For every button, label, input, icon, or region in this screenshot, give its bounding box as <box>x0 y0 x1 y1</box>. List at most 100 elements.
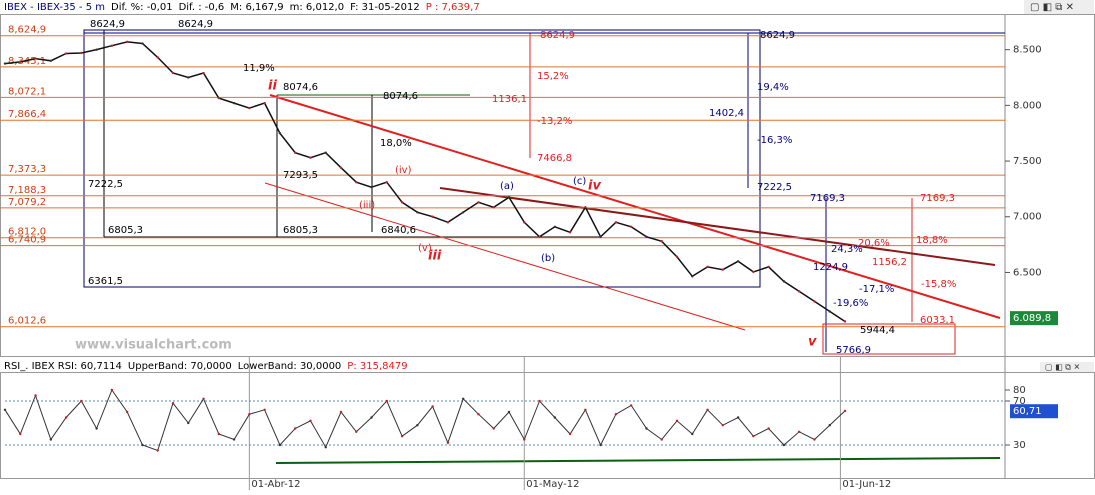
x-tick-label: 01-May-12 <box>526 479 579 490</box>
annotation: 7222,5 <box>757 182 792 193</box>
header-item: F: 31-05-2012 <box>350 2 420 13</box>
level-label: 7,188,3 <box>8 185 46 196</box>
point <box>385 399 389 403</box>
point <box>629 225 633 228</box>
annotation: 8074,6 <box>283 82 318 93</box>
point <box>324 446 327 449</box>
point <box>156 56 159 59</box>
point <box>797 290 801 293</box>
point <box>568 231 572 234</box>
point <box>599 443 602 447</box>
point <box>736 260 740 263</box>
point <box>370 416 373 419</box>
y-tick-label: 80 <box>1013 385 1026 396</box>
point <box>202 71 205 75</box>
point <box>645 235 648 239</box>
y-tick-label: 8.000 <box>1013 100 1042 111</box>
x-tick-label: 01-Jun-12 <box>842 479 891 490</box>
point <box>599 235 602 239</box>
point <box>523 221 526 224</box>
annotation: 6361,5 <box>88 276 123 287</box>
y-tick-label: 7.500 <box>1013 156 1042 167</box>
annotation: 8624,9 <box>760 30 795 41</box>
point <box>523 438 526 441</box>
point <box>125 410 129 414</box>
point <box>263 408 266 411</box>
annotation: 1156,2 <box>872 257 907 268</box>
point <box>706 265 709 269</box>
point <box>110 44 114 47</box>
annotation: (iv) <box>395 165 412 176</box>
box <box>83 29 761 288</box>
point <box>171 71 175 75</box>
point <box>339 410 343 414</box>
level-label: 6,812,0 <box>8 227 46 238</box>
point <box>125 40 129 44</box>
point <box>721 424 725 427</box>
annotation: 1136,1 <box>492 94 527 105</box>
window-buttons[interactable] <box>1024 0 1094 14</box>
annotation: 11,9% <box>243 63 275 74</box>
point <box>614 413 618 416</box>
point <box>95 427 98 430</box>
point <box>813 438 816 441</box>
window-buttons-icons[interactable]: ▢ ◧ ⧉ ✕ <box>1045 363 1080 372</box>
point <box>492 206 495 209</box>
point <box>3 408 7 411</box>
annotation: 8624,9 <box>540 30 575 41</box>
point <box>34 57 37 60</box>
last-value-box <box>1010 311 1058 326</box>
point <box>278 131 282 135</box>
y-tick-label: 6.500 <box>1013 267 1042 278</box>
point <box>675 255 679 259</box>
annotation: 7222,5 <box>88 179 123 190</box>
annotation: -13,2% <box>537 116 572 127</box>
point <box>691 275 694 278</box>
header-item: IBEX - IBEX-35 - 5 m <box>4 2 105 13</box>
point <box>767 265 770 269</box>
volume-line <box>275 457 1001 464</box>
point <box>843 320 847 323</box>
point <box>782 280 786 283</box>
header-item: UpperBand: 70,0000 <box>128 361 232 372</box>
header: RSI_. IBEX RSI: 60,7114 UpperBand: 70,000… <box>4 361 408 372</box>
point <box>645 427 648 430</box>
point <box>507 410 511 414</box>
point <box>446 441 450 444</box>
annotation: 19,4% <box>757 82 789 93</box>
point <box>767 427 770 430</box>
annotation: 7169,3 <box>920 193 955 204</box>
point <box>553 225 557 228</box>
point <box>19 432 22 436</box>
annotation: 1224,9 <box>813 262 848 273</box>
annotation: 24,3% <box>831 244 863 255</box>
point <box>49 438 53 441</box>
point <box>614 221 618 224</box>
point <box>324 151 327 154</box>
y-tick-label: 8.500 <box>1013 45 1042 56</box>
annotation: v <box>808 335 817 350</box>
point <box>400 435 404 438</box>
price-line <box>4 41 846 323</box>
level-label: 6,012,6 <box>8 316 46 327</box>
point <box>110 388 114 392</box>
point <box>49 59 53 62</box>
annotation: ii <box>268 79 277 94</box>
header-item: M: 6,167,9 <box>230 2 283 13</box>
point <box>232 438 236 441</box>
annotation: 20,6% <box>858 238 890 249</box>
annotation: 5944,4 <box>860 325 895 336</box>
point <box>828 310 831 313</box>
target-box <box>822 323 956 355</box>
last-value-box <box>1010 404 1058 419</box>
point <box>309 156 312 159</box>
annotation: -16,3% <box>757 135 792 146</box>
point <box>675 419 679 422</box>
point <box>461 397 465 400</box>
annotation: 7169,3 <box>810 193 845 204</box>
window-buttons[interactable] <box>1040 362 1094 372</box>
point <box>309 419 312 422</box>
window-buttons-icons[interactable]: ▢ ◧ ⧉ ✕ <box>1030 2 1074 13</box>
